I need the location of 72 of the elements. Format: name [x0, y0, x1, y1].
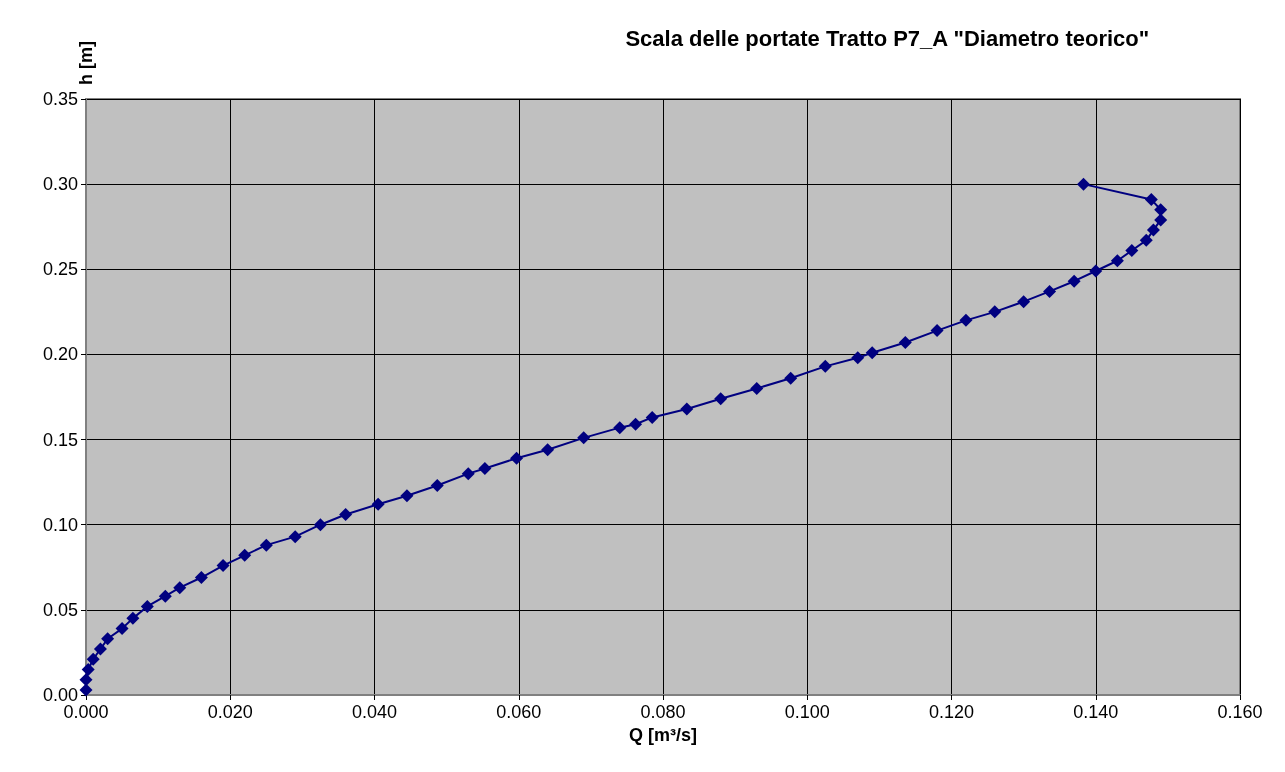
y-tick-label: 0.25 [42, 259, 78, 280]
point [126, 611, 140, 625]
point [865, 346, 879, 360]
point [577, 431, 591, 445]
x-tick-label: 0.060 [496, 702, 542, 722]
x-tick-label: 0.020 [207, 702, 253, 722]
point [101, 632, 115, 646]
point [959, 313, 973, 327]
point [629, 417, 643, 431]
x-tick-label: 0.100 [784, 702, 830, 722]
point [988, 305, 1002, 319]
y-tick-label: 0.00 [42, 685, 78, 705]
y-tick-label: 0.20 [42, 344, 78, 365]
point [79, 683, 93, 697]
point [173, 581, 187, 595]
point [1125, 244, 1139, 258]
point [1067, 274, 1081, 288]
y-tick-label: 0.35 [42, 89, 78, 109]
point [400, 489, 414, 503]
point [288, 530, 302, 544]
point [1154, 203, 1168, 217]
point [79, 673, 93, 687]
y-tick-label: 0.05 [42, 599, 78, 620]
point [371, 497, 385, 511]
point [680, 402, 694, 416]
y-tick-label: 0.30 [42, 174, 78, 195]
point [81, 662, 95, 676]
point [339, 508, 353, 521]
point [1017, 295, 1031, 309]
point [613, 421, 627, 435]
point [1076, 177, 1090, 191]
y-tick-label: 0.15 [42, 429, 78, 450]
point [1146, 223, 1160, 237]
point [140, 599, 154, 613]
point [115, 622, 129, 636]
point [1139, 233, 1153, 247]
point [818, 359, 832, 373]
point [898, 336, 912, 350]
point [86, 652, 100, 666]
x-tick-label: 0.080 [640, 702, 686, 722]
point [461, 467, 475, 481]
x-tick-label: 0.000 [63, 702, 109, 722]
point [259, 538, 273, 552]
point [158, 589, 172, 603]
point [1110, 254, 1124, 268]
point [216, 559, 230, 573]
chart-title: Scala delle portate Tratto P7_A "Diametro teorico" [625, 25, 1150, 51]
point [851, 351, 865, 365]
x-tick-label: 0.160 [1217, 702, 1263, 722]
point [1043, 284, 1057, 298]
point [313, 518, 327, 532]
point [930, 324, 944, 338]
point [1144, 192, 1158, 206]
point [194, 571, 208, 584]
point [510, 451, 524, 465]
point [93, 642, 107, 656]
point [478, 462, 492, 476]
point [784, 371, 798, 385]
y-tick-label: 0.10 [42, 514, 78, 535]
point [430, 479, 444, 493]
x-tick-label: 0.120 [928, 702, 975, 722]
point [750, 381, 764, 395]
point [645, 410, 659, 424]
point [1154, 213, 1168, 227]
y-axis-title: h [m] [76, 41, 96, 85]
point [541, 443, 555, 457]
x-tick-label: 0.040 [351, 702, 398, 722]
point [714, 392, 728, 406]
x-axis-title: Q [m³/s] [628, 724, 698, 745]
point [1089, 264, 1103, 278]
x-tick-label: 0.140 [1073, 702, 1119, 722]
point [238, 548, 252, 562]
